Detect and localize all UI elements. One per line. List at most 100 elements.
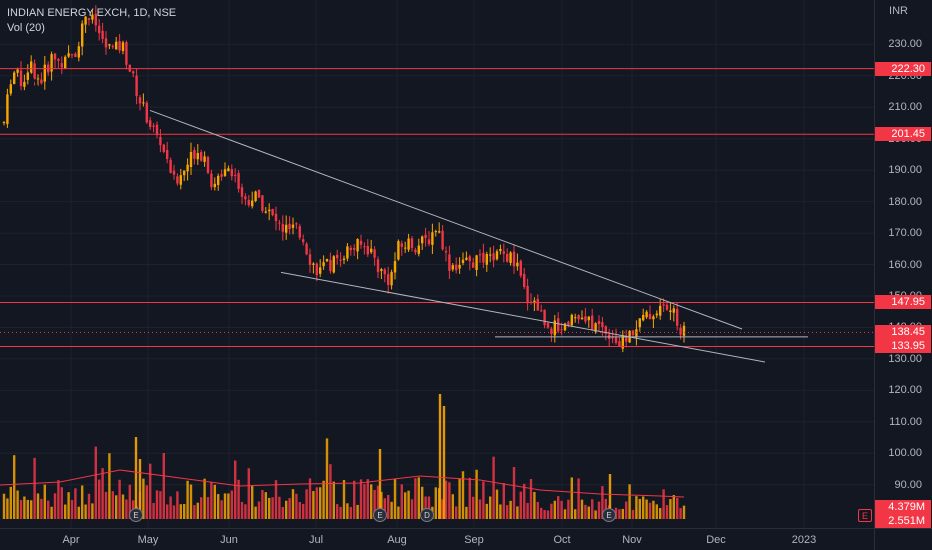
price-tick-label: 170.00 — [888, 227, 922, 240]
candle-body — [57, 59, 60, 61]
candle-body — [458, 264, 461, 269]
candle-body — [111, 45, 114, 48]
volume-bar — [281, 506, 284, 519]
scale-corner[interactable] — [874, 528, 932, 550]
volume-bar — [625, 501, 628, 519]
candle-body — [601, 322, 604, 328]
volume-bar — [200, 497, 203, 519]
symbol-title[interactable]: INDIAN ENERGY EXCH, 1D, NSE — [7, 7, 177, 19]
level-price-tag[interactable]: 222.30 — [875, 61, 931, 76]
volume-bar — [172, 505, 176, 519]
candle-body — [376, 259, 380, 273]
candle-body — [339, 259, 342, 261]
volume-bar — [50, 506, 53, 519]
candle-body — [227, 168, 230, 172]
candle-body — [533, 300, 536, 304]
volume-bar — [441, 499, 444, 519]
candle-body — [193, 150, 196, 159]
candle-body — [523, 273, 526, 287]
volume-bar — [169, 496, 172, 519]
time-scale[interactable]: Apr May Jun Jul Aug Sep Oct Nov Dec 2023 — [0, 528, 874, 550]
volume-bar — [540, 507, 543, 519]
candle-body — [247, 199, 250, 206]
candle-body — [682, 325, 686, 336]
candle-body — [652, 316, 655, 320]
volume-bar — [519, 491, 522, 519]
level-price-tag[interactable]: 133.95 — [875, 339, 931, 354]
candle-body — [155, 124, 159, 136]
volume-bar — [159, 491, 162, 519]
time-tick-label: 2023 — [791, 534, 817, 546]
volume-bar — [312, 491, 315, 519]
candle-body — [186, 164, 189, 172]
candle-body — [159, 136, 162, 146]
candle-body — [254, 191, 257, 202]
volume-bar — [53, 493, 57, 519]
candle-body — [257, 189, 261, 198]
time-tick-label: Apr — [62, 534, 80, 546]
candle-body — [427, 239, 431, 245]
candle-body — [196, 153, 199, 160]
dividend-event-badge[interactable]: D — [420, 508, 434, 522]
time-tick-label: May — [137, 534, 159, 546]
candle-body — [431, 232, 434, 245]
volume-bar — [64, 504, 67, 519]
volume-bar — [645, 499, 648, 519]
volume-bar — [567, 499, 570, 519]
volume-bar — [145, 485, 148, 519]
volume-bar — [227, 493, 230, 519]
volume-bar — [196, 502, 199, 519]
candle-body — [594, 323, 597, 332]
volume-bar — [424, 496, 427, 519]
volume-bar — [285, 500, 288, 519]
candle-body — [101, 30, 104, 39]
chart-pane[interactable]: INDIAN ENERGY EXCH, 1D, NSE Vol (20) E E D… — [0, 0, 874, 528]
level-price-tag[interactable]: 201.45 — [875, 127, 931, 142]
volume-bar — [614, 507, 618, 519]
volume-bar — [356, 504, 359, 519]
candle-body — [132, 71, 135, 74]
candle-body — [645, 311, 648, 318]
volume-bar — [81, 485, 84, 519]
volume-bar — [665, 505, 669, 519]
earnings-event-badge[interactable]: E — [129, 508, 143, 522]
volume-bar — [489, 496, 492, 519]
level-price-tag[interactable]: 147.95 — [875, 295, 931, 310]
last-price-tag[interactable]: 138.45 — [875, 325, 931, 340]
volume-bar — [319, 487, 322, 519]
volume-bar — [2, 493, 6, 519]
candle-body — [526, 285, 529, 304]
volume-bar — [271, 497, 274, 519]
candle-body — [648, 313, 652, 320]
candle-body — [495, 251, 499, 260]
candle-body — [36, 78, 40, 80]
volume-bar — [679, 508, 682, 519]
candle-body — [676, 308, 679, 326]
price-chart[interactable] — [0, 0, 874, 528]
candle-body — [295, 223, 298, 225]
volume-bar — [594, 510, 597, 519]
candle-body — [312, 263, 315, 265]
candle-body — [176, 176, 179, 184]
candle-body — [506, 253, 509, 262]
volume-bar — [121, 494, 125, 519]
earnings-event-badge[interactable]: E — [602, 508, 616, 522]
volume-bar — [291, 489, 295, 519]
candle-body — [264, 211, 267, 213]
candle-body — [417, 245, 420, 254]
price-scale[interactable]: INR 230.00220.00210.00200.00190.00180.00… — [874, 0, 932, 528]
volume-bar — [247, 468, 250, 519]
volume-bar — [557, 496, 560, 519]
earnings-event-badge[interactable]: E — [373, 508, 387, 522]
candle-body — [271, 208, 274, 216]
events-toggle-button[interactable]: E — [858, 509, 872, 522]
candle-body — [383, 269, 386, 275]
volume-bar — [305, 489, 308, 519]
volume-bar — [475, 469, 478, 519]
volume-indicator-label[interactable]: Vol (20) — [7, 22, 45, 34]
candle-body — [138, 97, 142, 104]
candle-body — [370, 248, 373, 253]
volume-bar — [608, 474, 612, 519]
volume-bar — [659, 508, 662, 519]
price-tick-label: 190.00 — [888, 164, 922, 177]
